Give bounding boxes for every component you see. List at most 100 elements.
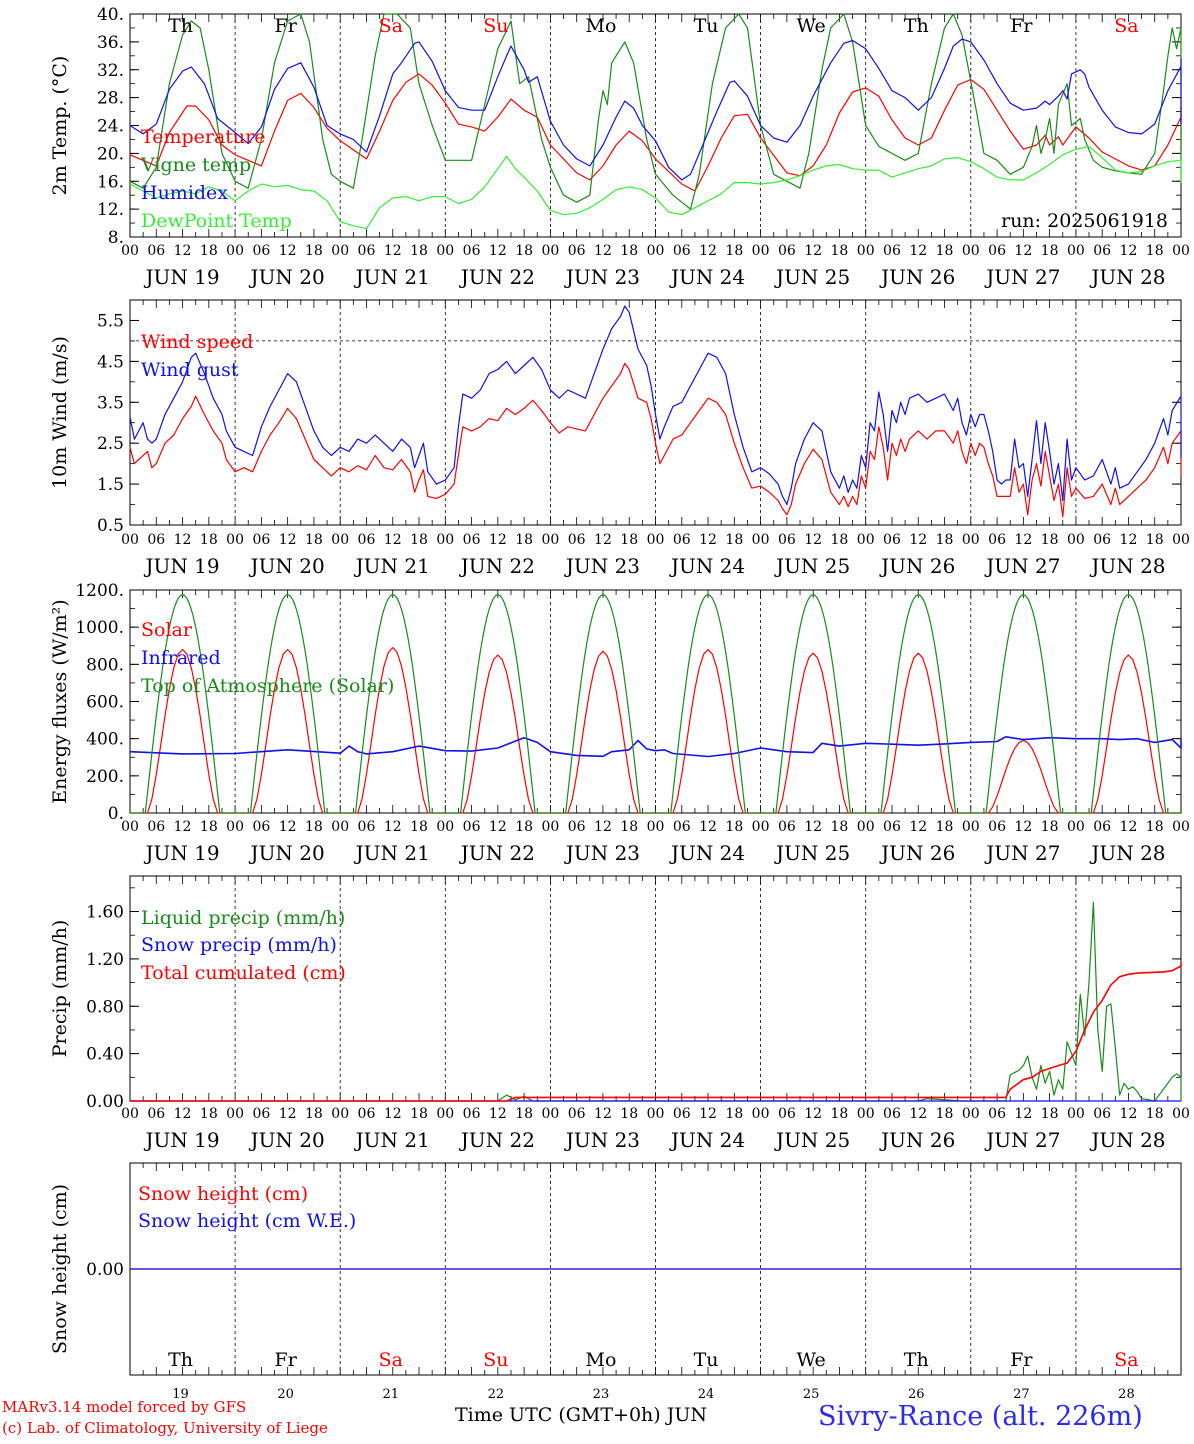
y-tick-label: 3.5 [97, 393, 124, 413]
x-hour-label: 06 [568, 532, 586, 548]
weekday-label-top: Tu [694, 15, 719, 37]
x-hour-label: 18 [1041, 532, 1059, 548]
x-day-label: JUN 27 [984, 265, 1060, 289]
x-hour-label: 18 [410, 532, 428, 548]
x-day-label: JUN 25 [774, 265, 850, 289]
x-hour-label: 00 [1172, 532, 1190, 548]
x-hour-label: 00 [962, 243, 980, 259]
x-hour-label: 18 [620, 819, 638, 835]
y-tick-label: 0.5 [97, 516, 124, 536]
x-hour-label: 18 [1041, 1106, 1059, 1122]
x-day-label: JUN 22 [459, 265, 535, 289]
x-hour-label: 18 [936, 532, 954, 548]
x-hour-label: 12 [279, 819, 297, 835]
panel-energy: 0. 200. 400. 600. 800. 1000. 1200.Energy fluxe… [49, 581, 1190, 865]
x-day-label: JUN 22 [459, 1128, 535, 1152]
x-hour-label: 12 [909, 1106, 927, 1122]
x-day-label: JUN 19 [143, 841, 219, 865]
x-hour-label: 18 [200, 532, 218, 548]
x-hour-label: 06 [568, 1106, 586, 1122]
x-hour-label: 06 [778, 1106, 796, 1122]
x-hour-label: 12 [489, 819, 507, 835]
x-hour-label: 06 [147, 819, 165, 835]
weekday-label-top: Th [904, 15, 929, 37]
x-hour-label: 00 [226, 1106, 244, 1122]
day-number-label: 28 [1118, 1387, 1135, 1402]
x-hour-label: 12 [384, 1106, 402, 1122]
x-hour-label: 18 [305, 243, 323, 259]
day-number-label: 21 [382, 1387, 399, 1402]
x-hour-label: 12 [174, 243, 192, 259]
x-day-label: JUN 24 [669, 554, 745, 578]
weekday-label-bottom: Th [904, 1349, 929, 1371]
y-tick-label: 28. [97, 89, 124, 109]
weekday-label-top: We [797, 15, 826, 37]
y-tick-label: 800. [86, 655, 124, 675]
legend-entry: Humidex [141, 182, 228, 204]
x-day-label: JUN 19 [143, 554, 219, 578]
legend-entry: Snow height (cm W.E.) [138, 1210, 356, 1232]
weekday-label-top: Th [168, 15, 193, 37]
series-line-wind-gust [129, 305, 1182, 506]
x-hour-label: 12 [804, 532, 822, 548]
x-hour-label: 12 [174, 819, 192, 835]
x-day-label: JUN 19 [143, 265, 219, 289]
x-hour-label: 06 [883, 243, 901, 259]
x-hour-label: 12 [909, 243, 927, 259]
series-line-dewpoint-temp [129, 145, 1182, 230]
x-hour-label: 00 [436, 819, 454, 835]
weekday-label-bottom: Sa [1114, 1349, 1138, 1371]
x-hour-label: 18 [410, 819, 428, 835]
x-hour-label: 12 [804, 243, 822, 259]
x-hour-label: 12 [1120, 532, 1138, 548]
x-hour-label: 18 [200, 243, 218, 259]
x-hour-label: 12 [279, 1106, 297, 1122]
legend-entry: Solar [141, 619, 193, 641]
x-hour-label: 18 [936, 1106, 954, 1122]
x-hour-label: 00 [226, 243, 244, 259]
x-hour-label: 06 [673, 1106, 691, 1122]
series-line-top-of-atmosphere-solar- [130, 594, 1181, 814]
y-tick-label: 24. [97, 117, 124, 137]
x-hour-label: 18 [1146, 532, 1164, 548]
x-hour-label: 06 [463, 243, 481, 259]
x-day-label: JUN 20 [249, 265, 325, 289]
x-day-label: JUN 27 [984, 841, 1060, 865]
y-axis-label: Snow height (cm) [49, 1184, 71, 1354]
x-day-label: JUN 20 [249, 1128, 325, 1152]
x-hour-label: 06 [1093, 243, 1111, 259]
x-hour-label: 00 [752, 243, 770, 259]
x-hour-label: 06 [778, 243, 796, 259]
x-hour-label: 06 [358, 243, 376, 259]
series-line-total-cumulated-cm- [130, 962, 1182, 1102]
x-hour-label: 06 [1093, 532, 1111, 548]
legend-entry: Vigne temp [140, 154, 251, 176]
x-hour-label: 00 [962, 1106, 980, 1122]
x-hour-label: 00 [1172, 1106, 1190, 1122]
x-hour-label: 00 [331, 819, 349, 835]
credit-note: (c) Lab. of Climatology, University of L… [2, 1419, 328, 1437]
x-hour-label: 06 [883, 819, 901, 835]
x-day-label: JUN 26 [879, 265, 955, 289]
plot-frame [129, 589, 1182, 814]
x-hour-label: 06 [673, 532, 691, 548]
x-hour-label: 12 [1014, 819, 1032, 835]
x-hour-label: 12 [1120, 1106, 1138, 1122]
x-day-label: JUN 21 [354, 841, 430, 865]
x-hour-label: 18 [936, 819, 954, 835]
x-hour-label: 12 [1014, 532, 1032, 548]
weekday-label-bottom: Fr [275, 1349, 298, 1371]
legend-entry: Liquid precip (mm/h) [141, 907, 345, 929]
x-day-label: JUN 27 [984, 1128, 1060, 1152]
x-hour-label: 18 [1041, 243, 1059, 259]
x-hour-label: 12 [699, 819, 717, 835]
x-day-label: JUN 26 [879, 1128, 955, 1152]
panel-precip: 0.00 0.40 0.80 1.20 1.60 Precip (mm/h) 00 06 12 1… [49, 875, 1190, 1152]
x-hour-label: 18 [831, 532, 849, 548]
x-hour-label: 00 [962, 819, 980, 835]
x-hour-label: 06 [988, 819, 1006, 835]
x-hour-label: 00 [647, 532, 665, 548]
x-day-label: JUN 22 [459, 841, 535, 865]
x-hour-label: 00 [857, 532, 875, 548]
legend-entry: Wind speed [141, 331, 253, 353]
